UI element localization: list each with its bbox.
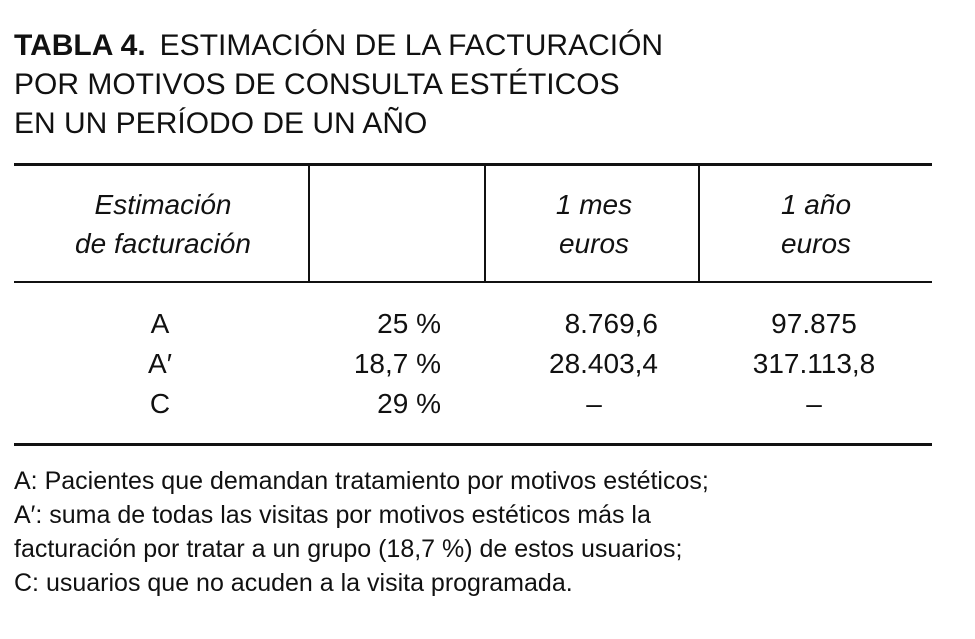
column-header: euros	[780, 228, 852, 259]
table-cell: 317.113,8	[752, 348, 876, 379]
bottom-rule	[14, 443, 932, 446]
table-cell: 97.875	[771, 308, 857, 339]
table-cell: 28.403,4	[549, 348, 658, 379]
footnote: facturación por tratar a un grupo (18,7 …	[14, 535, 683, 563]
table-cell: –	[586, 388, 602, 419]
table-cell: –	[806, 388, 822, 419]
title-line: EN UN PERÍODO DE UN AÑO	[14, 107, 428, 140]
table-cell: A	[150, 308, 170, 339]
title-line: POR MOTIVOS DE CONSULTA ESTÉTICOS	[14, 68, 620, 101]
column-header: Estimación	[94, 189, 232, 220]
table-cell: 18,7 %	[353, 348, 441, 379]
column-header: euros	[558, 228, 630, 259]
column-divider	[308, 166, 310, 281]
top-rule	[14, 163, 932, 166]
column-header: 1 año	[780, 189, 852, 220]
table-label: TABLA 4.	[14, 29, 146, 62]
table-cell: 25 %	[377, 308, 441, 339]
title-line: ESTIMACIÓN DE LA FACTURACIÓN	[159, 29, 664, 62]
table-cell: 8.769,6	[564, 308, 658, 339]
column-divider	[484, 166, 486, 281]
table-cell: A′	[148, 348, 172, 379]
column-header: 1 mes	[555, 189, 633, 220]
footnote: C: usuarios que no acuden a la visita pr…	[14, 569, 573, 597]
footnote: A′: suma de todas las visitas por motivo…	[14, 501, 651, 529]
column-header: de facturación	[75, 228, 251, 259]
table-cell: 29 %	[377, 388, 441, 419]
header-rule	[14, 281, 932, 283]
column-divider	[698, 166, 700, 281]
table-cell: C	[149, 388, 171, 419]
footnote: A: Pacientes que demandan tratamiento po…	[14, 467, 709, 495]
